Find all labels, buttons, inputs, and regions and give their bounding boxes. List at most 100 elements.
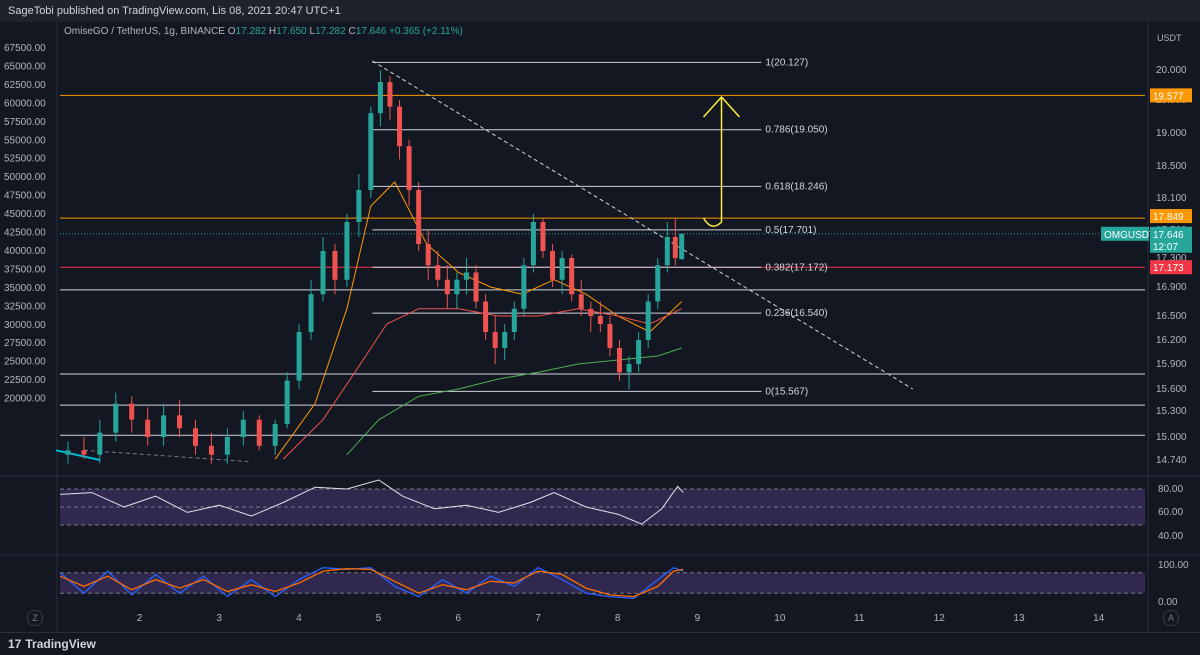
projection-curve: [702, 217, 723, 227]
candle-body: [664, 237, 670, 266]
price-axis-tick-label: 20.000: [1156, 65, 1187, 76]
candle-body: [463, 272, 469, 280]
countdown-tag: 12:07: [1153, 242, 1178, 253]
candle-body: [320, 251, 326, 295]
left-axis-tick-label: 40000.00: [4, 246, 46, 257]
price-tag-bg: [1150, 209, 1192, 224]
candle-body: [559, 258, 565, 280]
candle-body: [161, 415, 167, 437]
candle-body: [616, 348, 622, 373]
left-axis-tick-label: 67500.00: [4, 43, 46, 54]
time-axis-tick-label: 7: [535, 613, 541, 624]
brand-label: TradingView: [25, 637, 96, 651]
candle-body: [655, 265, 661, 302]
candle-body: [397, 106, 403, 147]
moving-average-line: [282, 308, 682, 460]
candle-body: [483, 301, 489, 332]
publish-line: SageTobi published on TradingView.com, L…: [8, 5, 341, 17]
candle-body: [145, 419, 151, 437]
fib-level-label: 0.382(17.172): [765, 262, 827, 273]
close-label: C: [348, 26, 356, 37]
descending-trendline: [372, 60, 914, 390]
price-axis-tick-label: 15.900: [1156, 359, 1187, 370]
fib-level-label: 0(15.567): [765, 386, 808, 397]
candle-body: [332, 251, 338, 280]
left-axis-tick-label: 47500.00: [4, 191, 46, 202]
candle-body: [645, 301, 651, 340]
left-axis-tick-label: 57500.00: [4, 117, 46, 128]
candle-body: [65, 450, 71, 455]
time-axis-tick-label: 4: [296, 613, 302, 624]
price-tag: 17.646: [1153, 230, 1184, 241]
price-axis-tick-label: 19.000: [1156, 128, 1187, 139]
candle-body: [416, 190, 422, 244]
left-axis-tick-label: 30000.00: [4, 320, 46, 331]
stoch-axis-tick-label: 100.00: [1158, 560, 1189, 571]
tradingview-logo[interactable]: 17 TradingView: [8, 637, 96, 651]
candle-body: [578, 294, 584, 309]
left-axis-tick-label: 55000.00: [4, 135, 46, 146]
price-axis-unit: USDT: [1157, 33, 1182, 43]
candle-body: [308, 294, 314, 332]
publish-bar: SageTobi published on TradingView.com, L…: [0, 0, 1200, 22]
stoch-axis-tick-label: 0.00: [1158, 597, 1178, 608]
left-axis-tick-label: 50000.00: [4, 172, 46, 183]
footer-bar: 17 TradingView: [0, 632, 1200, 655]
symbol-tag: OMGUSDT: [1104, 230, 1155, 241]
left-axis-tick-label: 45000.00: [4, 209, 46, 220]
price-axis-tick-label: 14.740: [1156, 455, 1187, 466]
candle-body: [192, 428, 198, 446]
candle-body: [607, 324, 613, 348]
ohlc-legend: OmiseGO / TetherUS, 1g, BINANCE O17.282 …: [64, 26, 463, 37]
candle-body: [113, 403, 119, 433]
candle-body: [454, 279, 460, 295]
fib-level-label: 0.618(18.246): [765, 181, 827, 192]
candle-body: [540, 222, 546, 251]
candle-body: [473, 272, 479, 302]
left-axis-tick-label: 37500.00: [4, 264, 46, 275]
close-value: 17.646: [355, 26, 387, 37]
candle-body: [97, 432, 103, 455]
symbol-tag-bg: [1101, 226, 1149, 241]
fib-level-label: 0.236(16.540): [765, 308, 827, 319]
candle-body: [256, 419, 262, 446]
stoch-band: [60, 572, 1145, 594]
left-axis-tick-label: 32500.00: [4, 301, 46, 312]
change-value: +0.365 (+2.11%): [389, 26, 463, 37]
candle-body: [636, 340, 642, 364]
price-axis-tick-label: 18.100: [1156, 193, 1187, 204]
price-axis-tick-label: 16.500: [1156, 311, 1187, 322]
candle-body: [672, 237, 678, 258]
price-axis-tick-label: 16.200: [1156, 335, 1187, 346]
candle-body: [679, 233, 685, 260]
price-tag: 19.577: [1153, 91, 1184, 102]
left-axis-tick-label: 27500.00: [4, 338, 46, 349]
price-tag: 17.849: [1153, 212, 1184, 223]
price-axis-tick-label: 15.000: [1156, 432, 1187, 443]
price-tag-bg: [1150, 260, 1192, 275]
candle-body: [296, 332, 302, 381]
z-button[interactable]: Z: [27, 610, 43, 626]
rsi-axis-tick-label: 60.00: [1158, 507, 1183, 518]
time-axis-tick-label: 10: [774, 613, 786, 624]
price-axis-tick-label: 18.500: [1156, 161, 1187, 172]
rsi-axis-tick-label: 40.00: [1158, 531, 1183, 542]
candle-body: [387, 82, 393, 107]
left-axis-tick-label: 22500.00: [4, 375, 46, 386]
auto-scale-button[interactable]: A: [1163, 610, 1179, 626]
candle-body: [597, 316, 603, 324]
left-axis-tick-label: 35000.00: [4, 283, 46, 294]
time-axis-tick-label: 2: [137, 613, 143, 624]
moving-average-line: [55, 449, 101, 461]
open-label: O: [227, 26, 236, 37]
price-axis-tick-label: 15.600: [1156, 384, 1187, 395]
countdown-tag-bg: [1150, 238, 1192, 253]
low-value: 17.282: [315, 26, 346, 37]
price-axis-tick-label: 17.300: [1156, 253, 1187, 264]
symbol-title: OmiseGO / TetherUS, 1g, BINANCE: [64, 26, 225, 37]
candle-body: [368, 113, 374, 190]
open-value: 17.282: [235, 26, 267, 37]
moving-average-line: [274, 181, 683, 460]
candle-body: [588, 308, 594, 316]
